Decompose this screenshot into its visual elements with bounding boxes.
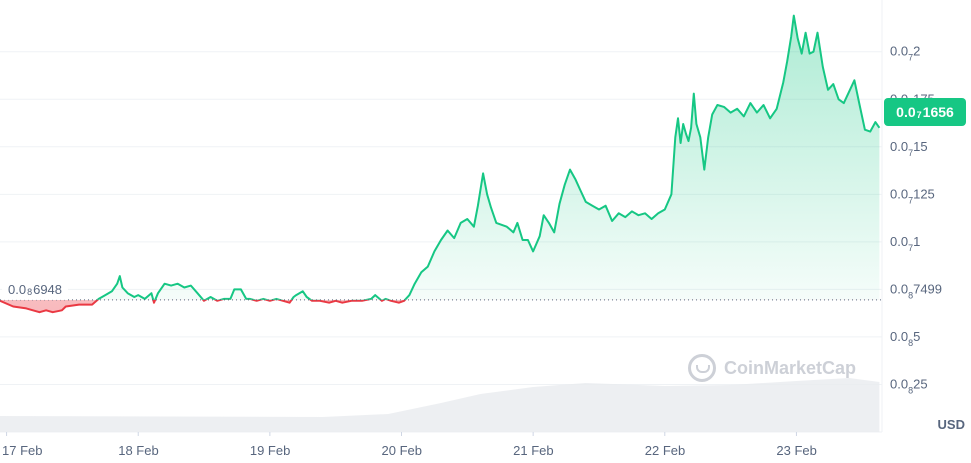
watermark-text: CoinMarketCap [724, 357, 857, 378]
baseline-digits: 6948 [33, 281, 63, 297]
baseline-zeros: 8 [27, 287, 33, 297]
price-area [0, 15, 880, 313]
volume-shape [0, 378, 880, 432]
y-axis-label: 0.0825 [890, 376, 928, 395]
x-axis-label: 21 Feb [513, 443, 553, 458]
current-price-prefix: 0.0 [896, 104, 916, 120]
current-price-digits: 1656 [922, 104, 954, 120]
baseline-price-label: 0.0 8 6948 [2, 278, 69, 300]
y-axis-label: 0.085 [890, 329, 920, 348]
y-axis-labels: 0.0720.071750.07150.071250.0710.0874990.… [890, 44, 942, 396]
price-area-up [97, 15, 880, 300]
y-axis-label: 0.0715 [890, 139, 928, 158]
coinmarketcap-logo-icon [688, 354, 716, 382]
x-axis-label: 20 Feb [382, 443, 422, 458]
current-price-zeros: 7 [916, 110, 922, 120]
y-axis-label: 0.087499 [890, 281, 942, 300]
x-axis-label: 17 Feb [2, 443, 42, 458]
x-axis-label: 22 Feb [645, 443, 685, 458]
baseline-prefix: 0.0 [8, 281, 27, 297]
price-line [0, 14, 881, 314]
price-line-up [0, 14, 881, 300]
y-axis-label: 0.072 [890, 44, 920, 63]
x-axis-labels: 17 Feb 18 Feb 19 Feb 20 Feb 21 Feb 22 Feb 23 F… [2, 432, 817, 458]
currency-label: USD [937, 417, 965, 432]
x-axis-label: 19 Feb [250, 443, 290, 458]
y-axis-label: 0.07125 [890, 186, 935, 205]
y-axis-label: 0.071 [890, 234, 920, 253]
volume-area [0, 378, 880, 432]
current-price-badge: 0.0 7 1656 [884, 98, 966, 126]
coinmarketcap-watermark: CoinMarketCap [688, 354, 856, 382]
price-area-down [0, 299, 880, 313]
x-axis-label: 18 Feb [118, 443, 158, 458]
x-axis-label: 23 Feb [776, 443, 816, 458]
